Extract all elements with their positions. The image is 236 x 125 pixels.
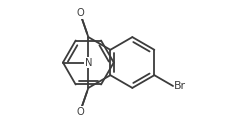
Text: O: O	[76, 8, 84, 18]
Text: N: N	[85, 58, 92, 68]
Text: O: O	[76, 107, 84, 117]
Text: Br: Br	[173, 81, 185, 91]
